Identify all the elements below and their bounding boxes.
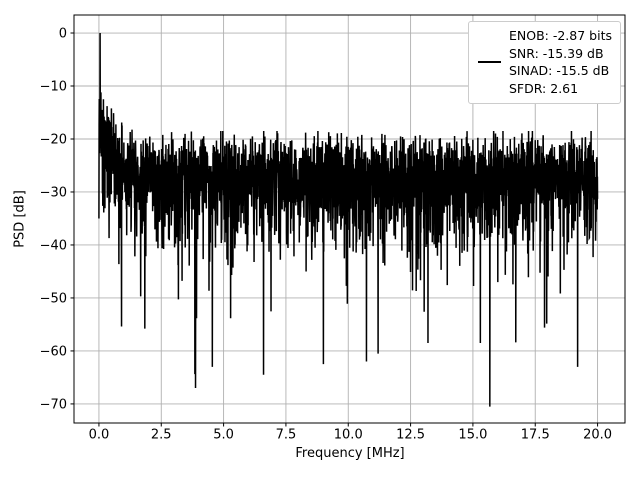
x-tick-label: 20.0 — [583, 428, 612, 443]
legend-sfdr-value: SFDR: 2.61 — [509, 80, 579, 96]
y-tick-label: −40 — [40, 238, 67, 253]
x-tick-label: 12.5 — [396, 428, 425, 443]
y-axis-label: PSD [dB] — [12, 190, 28, 248]
x-tick-label: 0.0 — [89, 428, 110, 443]
x-tick-label: 5.0 — [213, 428, 234, 443]
x-tick-label: 15.0 — [458, 428, 487, 443]
y-tick-label: −70 — [40, 397, 67, 412]
y-tick-label: −60 — [40, 344, 67, 359]
legend-line-sample — [478, 60, 501, 64]
x-tick-label: 10.0 — [334, 428, 363, 443]
x-tick-label: 2.5 — [151, 428, 172, 443]
y-tick-label: −10 — [40, 80, 67, 95]
axes-spines — [73, 14, 626, 424]
legend: ENOB: -2.87 bits SNR: -15.39 dB SINAD: -… — [468, 21, 621, 104]
x-axis-label: Frequency [MHz] — [295, 446, 405, 461]
legend-snr-value: SNR: -15.39 dB — [509, 45, 604, 61]
y-tick-label: 0 — [59, 27, 67, 42]
x-tick-label: 17.5 — [521, 428, 550, 443]
legend-text: ENOB: -2.87 bits SNR: -15.39 dB SINAD: -… — [509, 27, 612, 97]
legend-sinad-value: SINAD: -15.5 dB — [509, 63, 610, 78]
y-tick-label: −20 — [40, 132, 67, 147]
legend-enob-value: ENOB: -2.87 bits — [509, 28, 612, 43]
psd-trace — [98, 33, 599, 407]
y-tick-label: −30 — [40, 185, 67, 200]
y-tick-label: −50 — [40, 291, 67, 306]
x-tick-label: 7.5 — [276, 428, 297, 443]
